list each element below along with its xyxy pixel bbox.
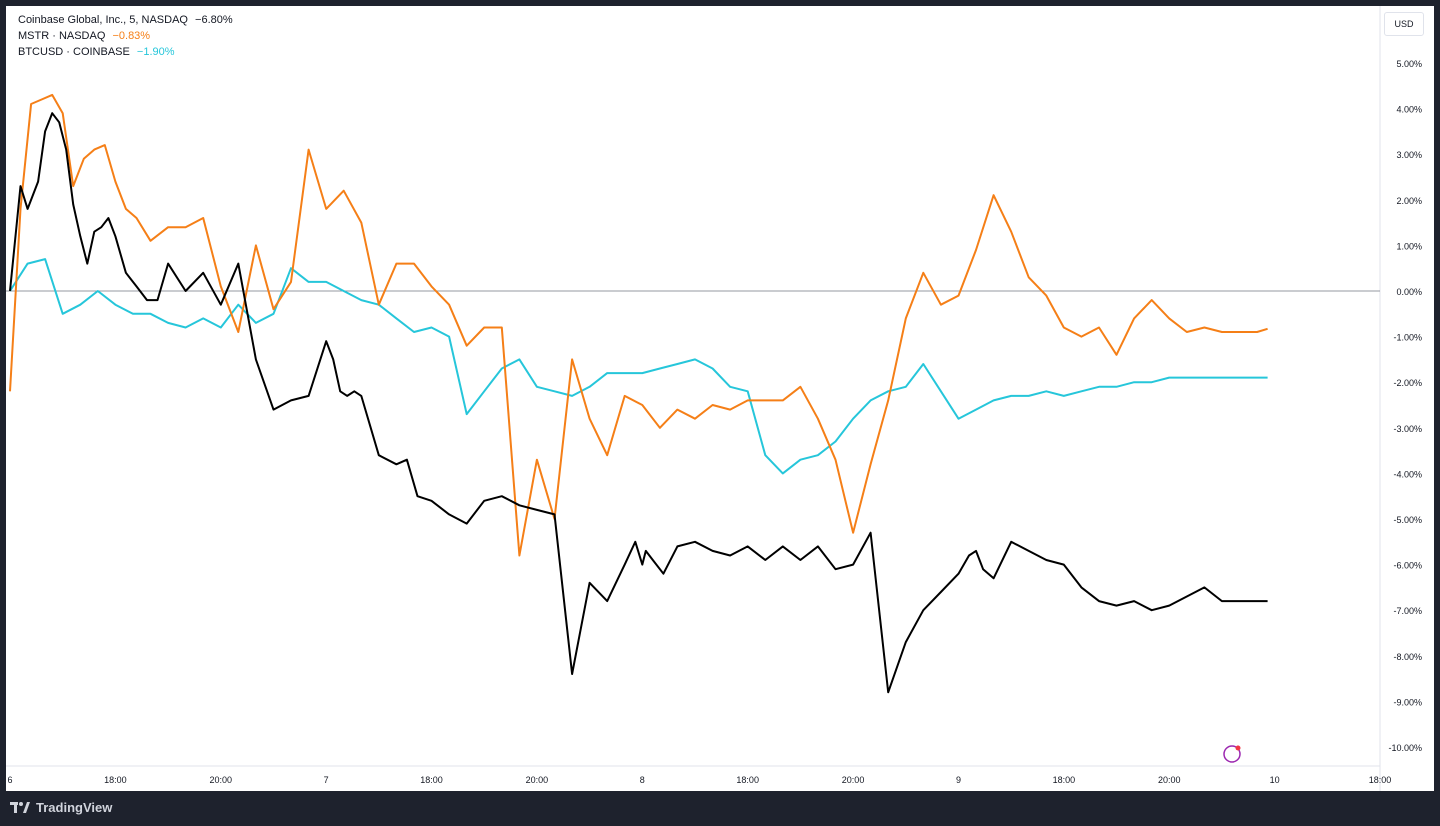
- legend-main-name: Coinbase Global, Inc., 5, NASDAQ: [18, 14, 188, 26]
- tradingview-logo-icon: [10, 801, 30, 813]
- y-tick-label: -7.00%: [1393, 606, 1422, 616]
- x-tick-label: 7: [324, 775, 329, 785]
- legend-btc-name: BTCUSD · COINBASE: [18, 46, 130, 58]
- chart-canvas[interactable]: 5.00% 4.00% 3.00% 2.00% 1.00% 0.00% -1.00% -2.0…: [6, 6, 1434, 791]
- y-tick-label: -9.00%: [1393, 697, 1422, 707]
- x-tick-label: 20:00: [842, 775, 865, 785]
- y-tick-label: -1.00%: [1393, 333, 1422, 343]
- x-tick-label: 20:00: [1158, 775, 1181, 785]
- series-line-coinbase: [9, 112, 1268, 694]
- x-tick-label: 20:00: [210, 775, 233, 785]
- x-tick-label: 18:00: [736, 775, 759, 785]
- legend-mstr-value: −0.83%: [112, 30, 151, 42]
- legend-mstr[interactable]: MSTR · NASDAQ −0.83%: [18, 28, 233, 44]
- y-tick-label: -10.00%: [1388, 743, 1422, 753]
- replay-badge-icon: [1235, 745, 1241, 751]
- x-tick-label: 9: [956, 775, 961, 785]
- x-tick-label: 6: [7, 775, 12, 785]
- y-tick-label: 5.00%: [1396, 59, 1422, 69]
- series-line-mstr: [9, 93, 1268, 557]
- brand-name: TradingView: [36, 800, 113, 815]
- x-tick-label: 18:00: [420, 775, 443, 785]
- y-tick-label: -2.00%: [1393, 378, 1422, 388]
- y-tick-label: -3.00%: [1393, 424, 1422, 434]
- x-tick-label: 18:00: [104, 775, 127, 785]
- legend-btc[interactable]: BTCUSD · COINBASE −1.90%: [18, 44, 233, 60]
- legend-btc-value: −1.90%: [136, 46, 175, 58]
- y-tick-label: -4.00%: [1393, 469, 1422, 479]
- legend-main-value: −6.80%: [195, 14, 233, 26]
- chart-panel[interactable]: 5.00% 4.00% 3.00% 2.00% 1.00% 0.00% -1.00% -2.0…: [6, 6, 1434, 791]
- x-tick-label: 20:00: [526, 775, 549, 785]
- legend-main[interactable]: Coinbase Global, Inc., 5, NASDAQ −6.80%: [18, 12, 233, 28]
- y-tick-label: 3.00%: [1396, 150, 1422, 160]
- x-tick-label: 8: [640, 775, 645, 785]
- legend: Coinbase Global, Inc., 5, NASDAQ −6.80% …: [18, 12, 233, 60]
- x-tick-label: 18:00: [1053, 775, 1076, 785]
- currency-button[interactable]: USD: [1384, 12, 1424, 36]
- x-tick-label: 10: [1270, 775, 1280, 785]
- y-tick-label: -6.00%: [1393, 561, 1422, 571]
- y-tick-label: 1.00%: [1396, 241, 1422, 251]
- legend-mstr-name: MSTR · NASDAQ: [18, 30, 106, 42]
- y-tick-label: 2.00%: [1396, 196, 1422, 206]
- series-line-btcusd: [9, 258, 1268, 475]
- y-tick-label: -8.00%: [1393, 652, 1422, 662]
- y-tick-label: -5.00%: [1393, 515, 1422, 525]
- y-tick-label: 0.00%: [1396, 287, 1422, 297]
- x-tick-label: 18:00: [1369, 775, 1392, 785]
- replay-icon: [1223, 745, 1241, 763]
- tradingview-branding[interactable]: TradingView: [10, 800, 112, 815]
- y-tick-label: 4.00%: [1396, 105, 1422, 115]
